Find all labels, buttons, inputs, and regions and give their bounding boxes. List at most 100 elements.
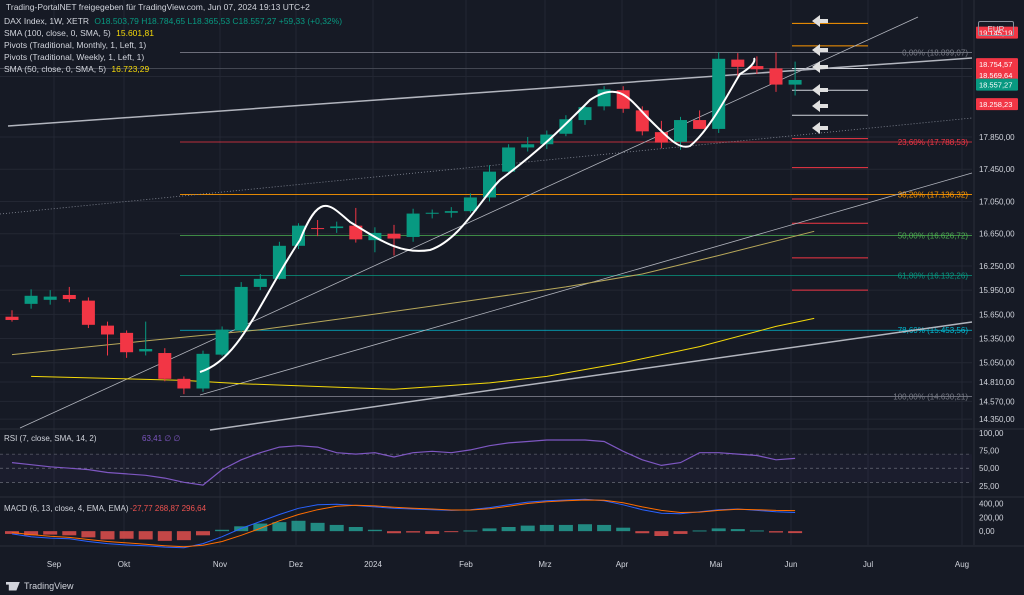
arrow-left-icon (812, 84, 828, 96)
x-tick-label: Feb (459, 560, 473, 569)
rsi-y-tick-label: 75,00 (979, 447, 1000, 456)
macd-y-tick-label: 400,00 (979, 499, 1004, 508)
candle-body (425, 212, 439, 214)
x-tick-label: Jul (863, 560, 873, 569)
macd-histogram-bar (711, 528, 726, 532)
y-tick-label: 14.350,00 (979, 415, 1015, 424)
macd-histogram-bar (578, 524, 592, 532)
rsi-y-tick-label: 50,00 (979, 464, 1000, 473)
candle-body (635, 110, 649, 132)
x-tick-label: Dez (289, 560, 303, 569)
y-tick-label: 17.850,00 (979, 133, 1015, 142)
lower-channel-trendline (209, 321, 973, 431)
macd-histogram-bar (635, 531, 650, 534)
steep-support-trendline (19, 16, 919, 429)
chart-credit: Trading-PortalNET freigegeben für Tradin… (6, 2, 310, 12)
x-tick-label: Sep (47, 560, 62, 569)
price-tag (976, 98, 1018, 111)
arrow-left-icon (812, 15, 828, 27)
macd-histogram-bar (769, 531, 783, 533)
macd-histogram-bar (310, 522, 325, 532)
candle-body (444, 211, 458, 213)
macd-histogram-bar (692, 530, 707, 532)
macd-histogram-bar (482, 528, 497, 532)
macd-histogram-bar (329, 524, 344, 532)
candle-body (101, 325, 114, 335)
candle-body (215, 329, 229, 355)
macd-histogram-bar (520, 525, 535, 532)
y-tick-label: 15.350,00 (979, 335, 1015, 344)
price-tag-label: 18.754,57 (979, 60, 1012, 69)
legend-sma100-row[interactable]: SMA (100, close, 0, SMA, 5) 15.601,81 (4, 28, 154, 38)
y-tick-label: 16.650,00 (979, 230, 1015, 239)
candle-body (120, 332, 134, 353)
x-tick-label: Nov (213, 560, 227, 569)
macd-histogram-bar (157, 531, 172, 541)
legend-pivot-weekly-row[interactable]: Pivots (Traditional, Weekly, 1, Left, 1) (4, 52, 144, 62)
candle-body (578, 107, 592, 121)
y-tick-label: 17.450,00 (979, 165, 1015, 174)
macd-histogram-bar (788, 531, 803, 534)
candle-body (234, 286, 248, 331)
macd-histogram-bar (673, 531, 688, 534)
candle-body (406, 213, 420, 237)
arrow-left-icon (812, 44, 828, 56)
macd-histogram-bar (749, 530, 764, 532)
candle-body (62, 294, 76, 300)
candle-body (502, 147, 516, 172)
legend-sma50-label: SMA (50, close, 0, SMA, 5) (4, 64, 107, 74)
x-tick-label: Mrz (538, 560, 551, 569)
candle-body (712, 58, 726, 129)
arrow-left-icon (812, 122, 828, 134)
y-tick-label: 15.050,00 (979, 359, 1015, 368)
legend-symbol: DAX Index, 1W, XETR (4, 16, 90, 26)
candle-body (693, 120, 707, 129)
y-tick-label: 17.050,00 (979, 197, 1015, 206)
price-tag (976, 68, 1018, 81)
macd-signal-line (11, 499, 796, 548)
macd-histogram-bar (291, 520, 306, 532)
macd-histogram-bar (539, 524, 554, 532)
y-tick-label: 14.570,00 (979, 397, 1015, 406)
candle-body (5, 316, 19, 320)
candle-body (158, 353, 172, 379)
candle-body (24, 295, 38, 304)
legend-sma50-row[interactable]: SMA (50, close, 0, SMA, 5) 16.723,29 (4, 64, 149, 74)
candle-body (139, 348, 153, 352)
macd-histogram-bar (119, 531, 134, 539)
tradingview-logo[interactable]: TradingView (6, 581, 74, 591)
hand-drawn-wave-annotation (199, 57, 756, 373)
y-tick-label: 15.950,00 (979, 286, 1015, 295)
candle-body (272, 245, 286, 279)
macd-histogram-bar (387, 531, 401, 534)
candle-body (616, 90, 630, 109)
candle-body (521, 144, 535, 148)
candle-body (654, 132, 668, 143)
x-tick-label: Okt (118, 560, 131, 569)
macd-histogram-bar (501, 527, 516, 532)
macd-histogram-bar (81, 531, 96, 538)
macd-histogram-bar (253, 523, 268, 532)
legend-pivot-monthly-row[interactable]: Pivots (Traditional, Monthly, 1, Left, 1… (4, 40, 146, 50)
candle-body (483, 171, 496, 198)
sma100-line (11, 230, 815, 356)
arrow-left-icon (812, 61, 828, 73)
fib-level-label: 38,20% (17.136,32) (898, 191, 969, 200)
macd-histogram-bar (597, 524, 612, 532)
x-tick-label: Mai (710, 560, 723, 569)
candle-body (292, 225, 305, 246)
candle-body (788, 79, 802, 85)
fib-level-label: 61,80% (16.132,26) (898, 271, 969, 280)
price-tag-label: 19.145,19 (979, 29, 1012, 38)
candle-body (387, 233, 401, 239)
fib-level-label: 78,60% (15.453,56) (898, 326, 969, 335)
currency-button[interactable]: EUR (978, 21, 1014, 36)
macd-histogram-bar (348, 527, 363, 532)
dotted-trendline (0, 117, 973, 215)
macd-line (11, 498, 796, 549)
macd-histogram-bar (215, 529, 230, 532)
macd-histogram-bar (43, 531, 58, 535)
fib-level-label: 0,00% (18.899,07) (902, 48, 968, 57)
tradingview-logo-text: TradingView (24, 581, 74, 591)
